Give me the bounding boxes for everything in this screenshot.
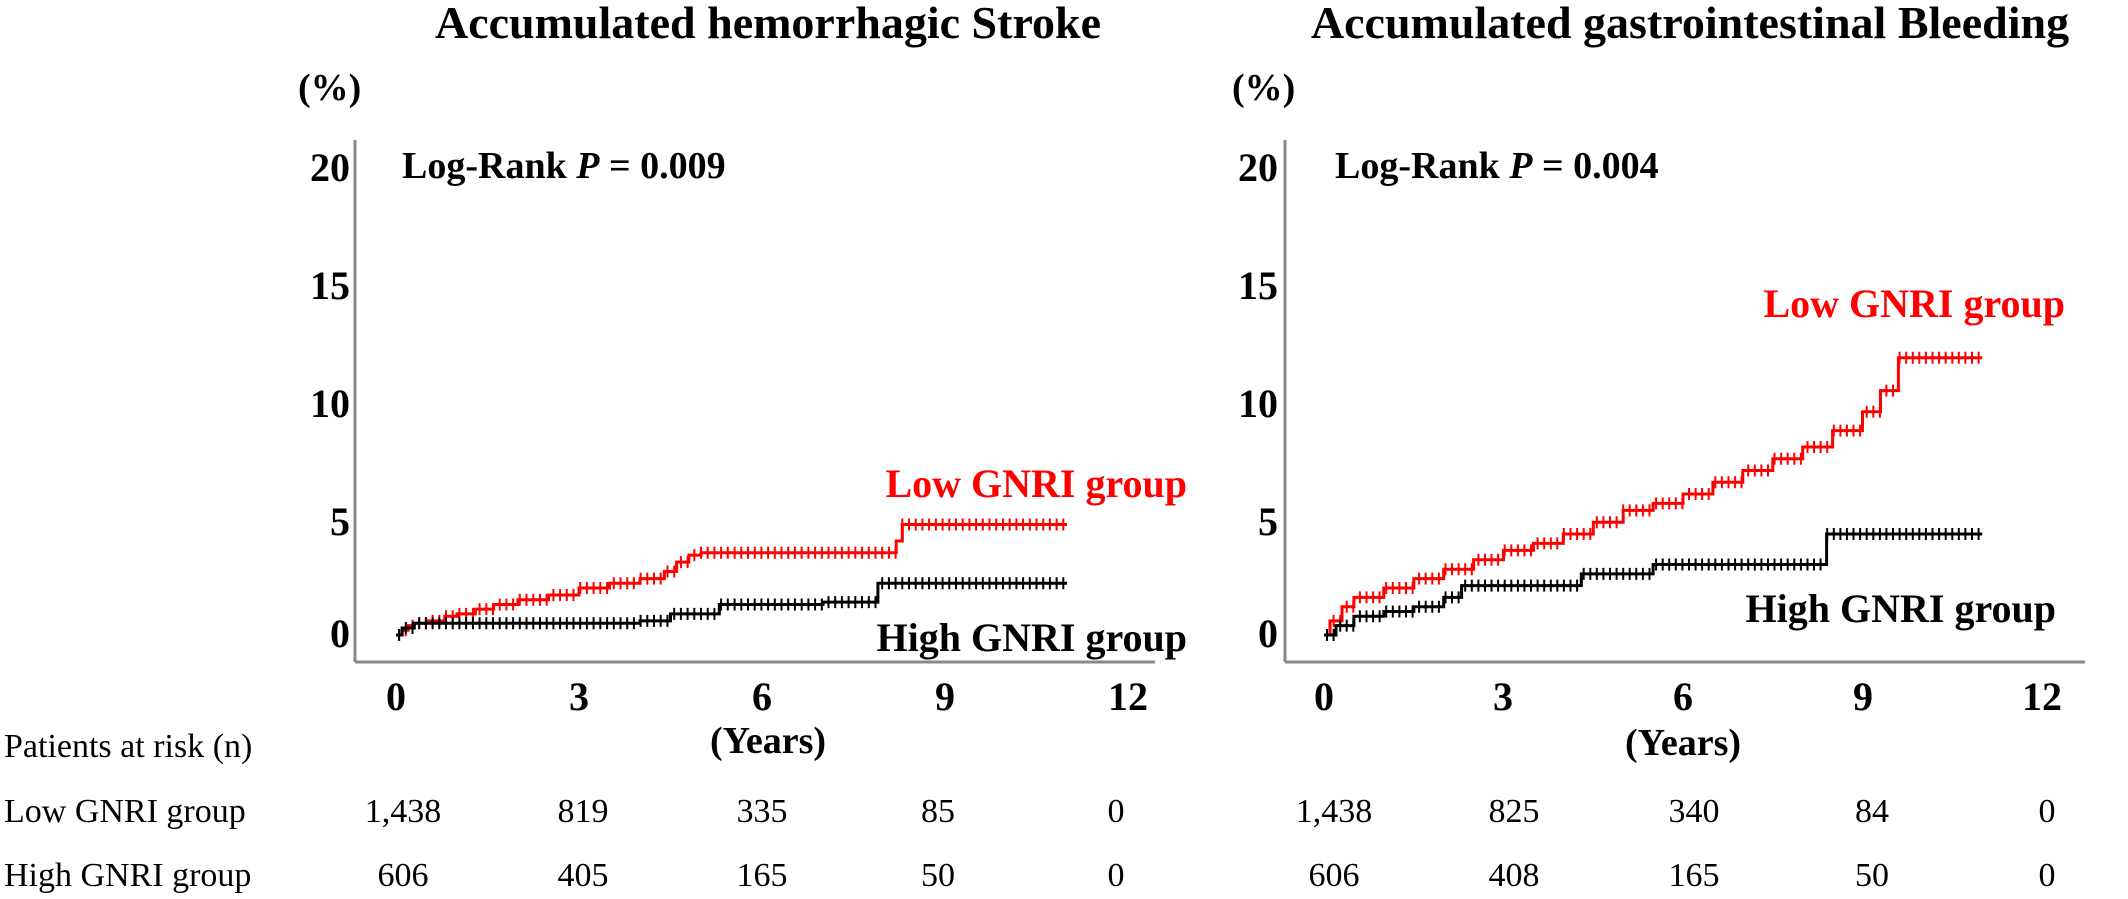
x-tick-label: 3 <box>569 674 589 719</box>
y-tick-label: 20 <box>310 145 350 190</box>
x-tick-label: 0 <box>386 674 406 719</box>
x-axis-label: (Years) <box>1625 722 1741 764</box>
censor-marks <box>1326 528 1980 641</box>
low-gnri-label: Low GNRI group <box>1763 281 2065 326</box>
x-tick-label: 6 <box>752 674 772 719</box>
y-tick-label: 5 <box>1258 499 1278 544</box>
y-tick-label: 15 <box>310 263 350 308</box>
log-rank-annotation: Log-Rank P = 0.004 <box>1335 145 1659 187</box>
x-tick-label: 12 <box>1108 674 1148 719</box>
risk-cell: 335 <box>737 793 788 830</box>
chart-title: Accumulated gastrointestinal Bleeding <box>1311 0 2069 48</box>
risk-cell: 1,438 <box>1296 793 1373 830</box>
x-tick-label: 6 <box>1673 674 1693 719</box>
risk-cell: 0 <box>1108 857 1125 894</box>
x-tick-label: 0 <box>1314 674 1334 719</box>
risk-table: Patients at risk (n) Low GNRI group High… <box>4 728 2056 894</box>
series-line-low-gnri <box>1324 356 1983 637</box>
risk-cell: 50 <box>921 857 955 894</box>
risk-cell: 405 <box>558 857 609 894</box>
censor-tick <box>398 577 1065 641</box>
risk-row-label-high: High GNRI group <box>4 857 251 894</box>
risk-cell: 340 <box>1669 793 1720 830</box>
risk-cell: 0 <box>2039 857 2056 894</box>
y-tick-label: 0 <box>330 611 350 656</box>
y-unit-label: (%) <box>298 67 361 109</box>
risk-cell: 165 <box>1669 857 1720 894</box>
risk-cell: 408 <box>1489 857 1540 894</box>
y-tick-label: 15 <box>1238 263 1278 308</box>
risk-row-label-low: Low GNRI group <box>4 793 246 830</box>
risk-cell: 165 <box>737 857 788 894</box>
y-tick-label: 5 <box>330 499 350 544</box>
x-tick-label: 9 <box>935 674 955 719</box>
curves-left <box>396 518 1067 641</box>
risk-cell: 825 <box>1489 793 1540 830</box>
series-line-high-gnri <box>396 581 1067 637</box>
y-tick-label: 10 <box>310 381 350 426</box>
chart-right: Accumulated gastrointestinal Bleeding (%… <box>1232 0 2085 764</box>
high-gnri-label: High GNRI group <box>877 615 1187 660</box>
y-tick-label: 20 <box>1238 145 1278 190</box>
risk-cell: 606 <box>1309 857 1360 894</box>
censor-marks <box>398 577 1065 641</box>
chart-title: Accumulated hemorrhagic Stroke <box>435 0 1101 48</box>
log-rank-annotation: Log-Rank P = 0.009 <box>402 145 726 187</box>
y-tick-label: 10 <box>1238 381 1278 426</box>
risk-cell: 1,438 <box>365 793 442 830</box>
risk-cell: 50 <box>1855 857 1889 894</box>
risk-cell: 606 <box>378 857 429 894</box>
chart-left: Accumulated hemorrhagic Stroke (%) 20 15… <box>298 0 1187 762</box>
curves-right <box>1324 351 1983 641</box>
y-tick-label: 0 <box>1258 611 1278 656</box>
low-gnri-label: Low GNRI group <box>885 461 1187 506</box>
y-unit-label: (%) <box>1232 67 1295 109</box>
risk-cell: 85 <box>921 793 955 830</box>
x-tick-label: 12 <box>2022 674 2062 719</box>
x-tick-label: 3 <box>1493 674 1513 719</box>
x-axis-label: (Years) <box>710 720 826 762</box>
risk-cell: 0 <box>1108 793 1125 830</box>
risk-cell: 0 <box>2039 793 2056 830</box>
high-gnri-label: High GNRI group <box>1746 586 2056 631</box>
censor-tick <box>1326 528 1980 641</box>
risk-cell: 84 <box>1855 793 1889 830</box>
risk-cell: 819 <box>558 793 609 830</box>
risk-table-header: Patients at risk (n) <box>4 728 252 765</box>
x-tick-label: 9 <box>1853 674 1873 719</box>
